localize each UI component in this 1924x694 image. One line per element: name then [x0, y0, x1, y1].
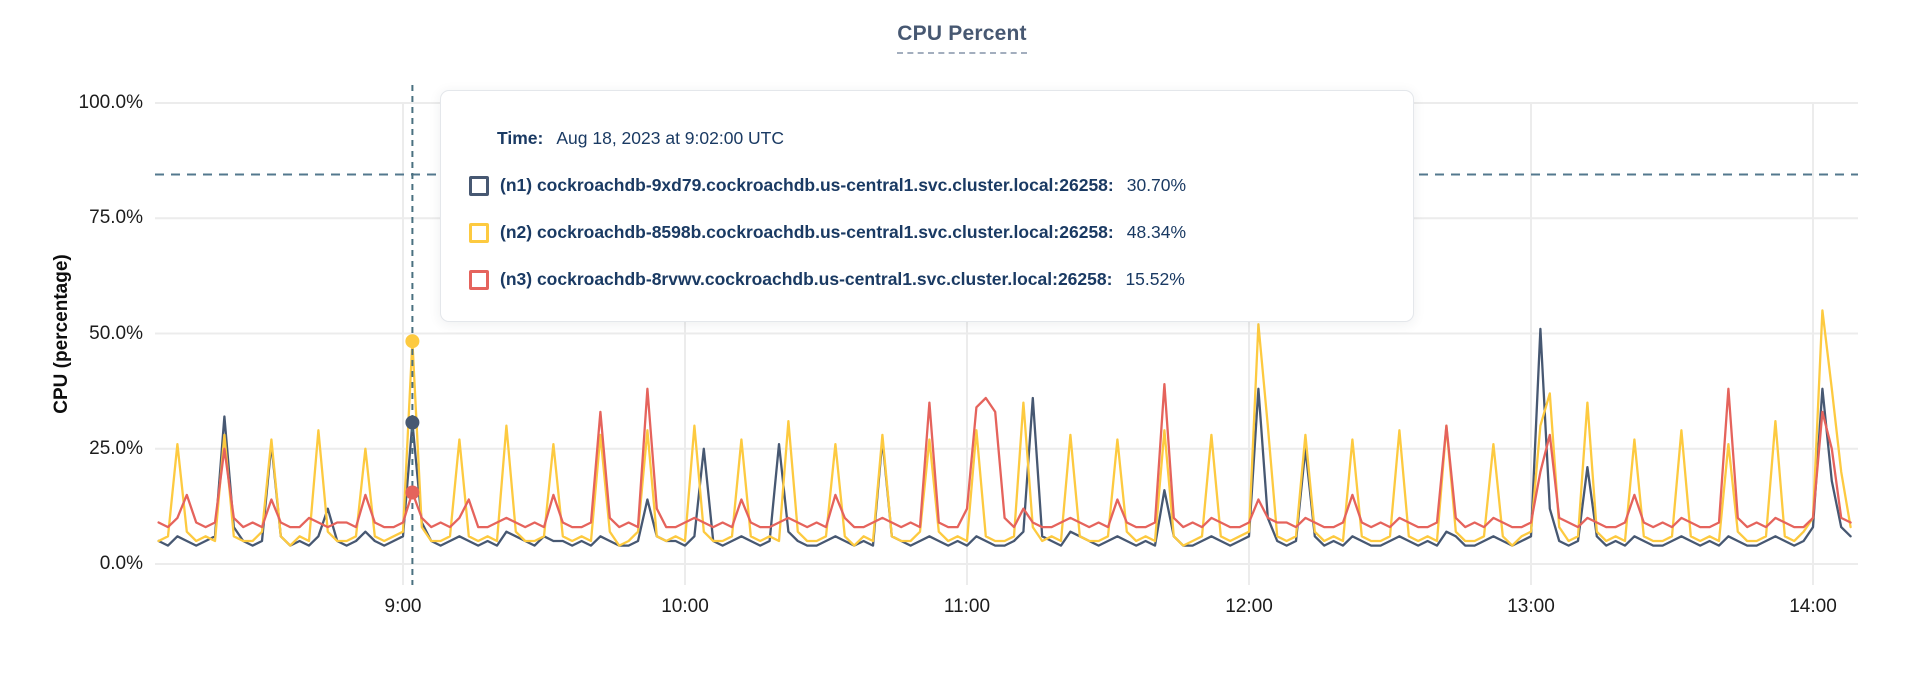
tooltip-time-row: Time: Aug 18, 2023 at 9:02:00 UTC [469, 115, 1413, 162]
x-tick-label: 12:00 [1225, 596, 1273, 617]
x-tick-label: 11:00 [943, 596, 991, 617]
series-swatch-n2-icon [469, 222, 489, 243]
series-line-n1 [157, 327, 1852, 547]
series-line-n3 [157, 383, 1852, 529]
y-tick-label: 0.0% [99, 553, 143, 574]
hover-dot-n3 [405, 485, 420, 500]
y-tick-label: 75.0% [89, 207, 143, 229]
y-tick-label: 25.0% [89, 437, 143, 459]
x-tick-label: 14:00 [1789, 596, 1837, 617]
tooltip-series-row-n1: (n1) cockroachdb-9xd79.cockroachdb.us-ce… [469, 162, 1413, 209]
chart-title-wrap: CPU Percent [0, 22, 1924, 54]
hover-dot-n2 [405, 334, 420, 349]
tooltip-n3-label: (n3) cockroachdb-8rvwv.cockroachdb.us-ce… [500, 269, 1113, 289]
y-tick-label: 100.0% [78, 92, 143, 113]
tooltip-series-row-n3: (n3) cockroachdb-8rvwv.cockroachdb.us-ce… [469, 256, 1413, 303]
chart-title: CPU Percent [897, 22, 1027, 54]
x-tick-label: 9:00 [384, 596, 422, 617]
x-tick-label: 13:00 [1507, 596, 1555, 617]
series-swatch-n3-icon [469, 269, 489, 290]
x-tick-label: 10:00 [661, 596, 709, 617]
tooltip-time-value: Aug 18, 2023 at 9:02:00 UTC [556, 128, 785, 148]
tooltip-n2-value: 48.34% [1126, 222, 1187, 242]
y-tick-label: 50.0% [89, 322, 143, 344]
series-line-n2 [157, 309, 1852, 547]
tooltip-n1-value: 30.70% [1126, 175, 1187, 195]
tooltip-time-label: Time: [497, 128, 544, 148]
tooltip-n2-label: (n2) cockroachdb-8598b.cockroachdb.us-ce… [500, 222, 1114, 242]
tooltip-n3-value: 15.52% [1125, 269, 1185, 289]
chart-tooltip: Time: Aug 18, 2023 at 9:02:00 UTC (n1) c… [440, 90, 1414, 322]
hover-dot-n1 [405, 415, 420, 430]
series-swatch-n1-icon [469, 175, 489, 196]
tooltip-series-row-n2: (n2) cockroachdb-8598b.cockroachdb.us-ce… [469, 209, 1413, 256]
tooltip-n1-label: (n1) cockroachdb-9xd79.cockroachdb.us-ce… [500, 175, 1114, 195]
